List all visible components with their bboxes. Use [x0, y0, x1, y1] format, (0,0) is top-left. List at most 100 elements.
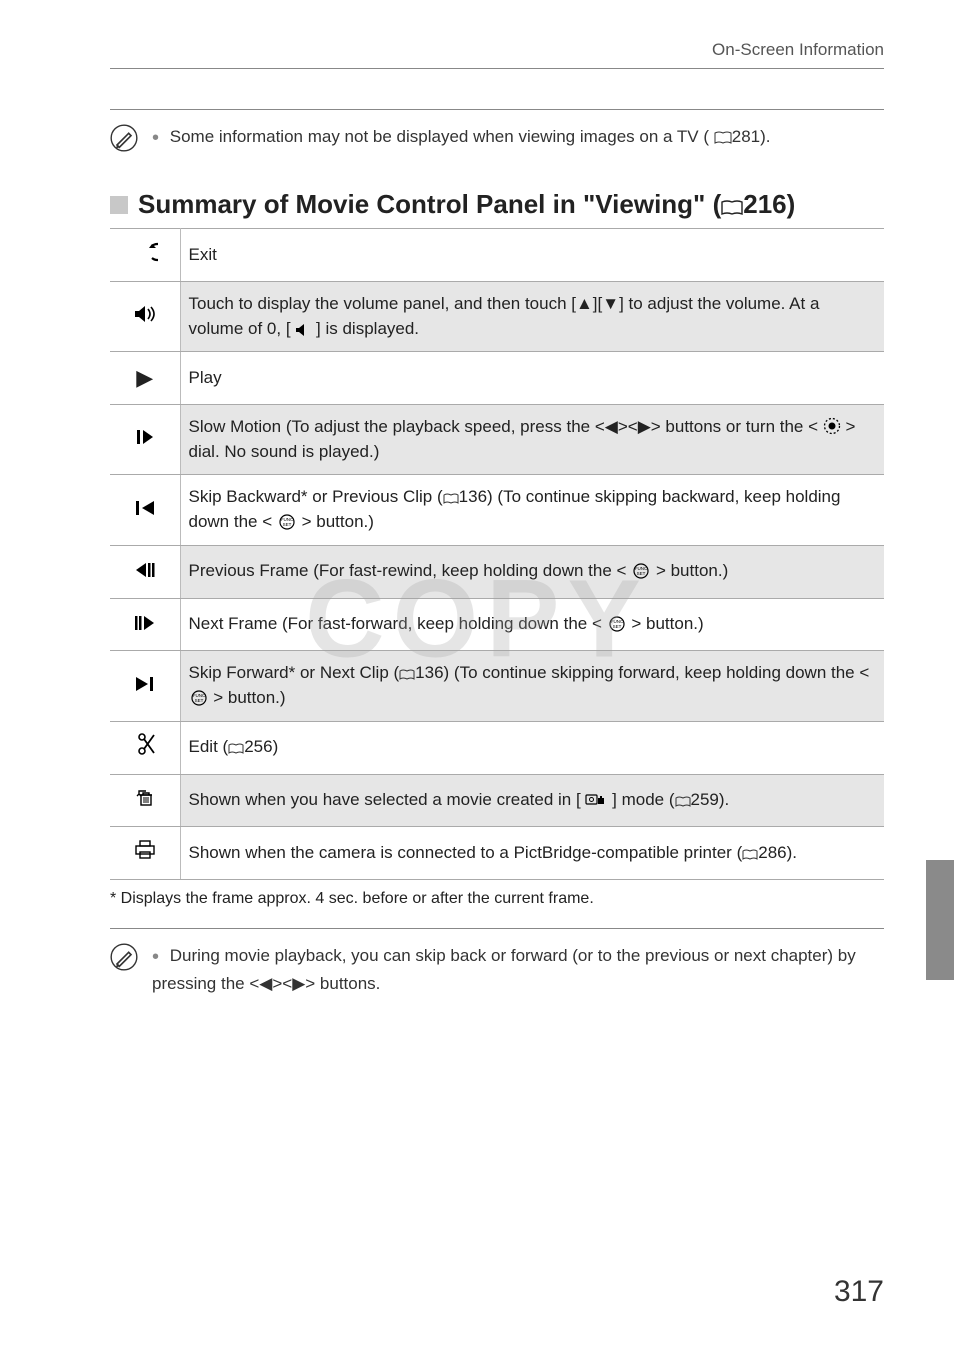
svg-text:SET: SET [194, 698, 203, 703]
volume-desc-b: ] is displayed. [316, 319, 419, 338]
top-note-a: Some information may not be displayed wh… [170, 127, 709, 146]
svg-text:SET: SET [612, 624, 621, 629]
prevf-b: > button.) [656, 561, 728, 580]
skip-forward-icon [110, 651, 180, 721]
prev-frame-icon [110, 545, 180, 598]
nextf-b: > button.) [631, 614, 703, 633]
play-desc: Play [180, 352, 884, 405]
skipf-a: Skip Forward* or Next Clip ( [189, 663, 400, 682]
edit-a: Edit ( [189, 737, 229, 756]
table-row: Shown when the camera is connected to a … [110, 827, 884, 880]
skip-forward-desc: Skip Forward* or Next Clip ( 136) (To con… [180, 651, 884, 721]
book-ref-icon [228, 743, 244, 755]
bottom-note: • During movie playback, you can skip ba… [110, 928, 884, 997]
control-panel-table: Exit Touch to display the volume panel, … [110, 228, 884, 880]
print-a: Shown when the camera is connected to a … [189, 843, 743, 862]
prev-frame-desc: Previous Frame (For fast-rewind, keep ho… [180, 545, 884, 598]
bullet-icon: • [152, 946, 159, 968]
func-set-icon: FUNCSET [189, 690, 209, 706]
table-row: Touch to display the volume panel, and t… [110, 281, 884, 351]
nextf-a: Next Frame (For fast-forward, keep holdi… [189, 614, 602, 633]
section-title-ref: 216 [743, 189, 786, 219]
table-row: Shown when you have selected a movie cre… [110, 774, 884, 827]
edit-b: ) [273, 737, 279, 756]
table-row: Next Frame (For fast-forward, keep holdi… [110, 598, 884, 651]
skipf-ref: 136 [415, 663, 443, 682]
book-ref-icon [742, 849, 758, 861]
section-square-icon [110, 196, 128, 214]
book-ref-icon [721, 200, 743, 216]
slow-motion-icon [110, 405, 180, 475]
exit-icon [110, 229, 180, 282]
section-heading: Summary of Movie Control Panel in "Viewi… [110, 189, 884, 220]
next-frame-icon [110, 598, 180, 651]
edit-ref: 256 [244, 737, 272, 756]
top-note-text: • Some information may not be displayed … [152, 124, 771, 153]
page: COPY On-Screen Information • Some inform… [0, 0, 954, 1345]
footnote: * Displays the frame approx. 4 sec. befo… [110, 890, 884, 908]
top-note: • Some information may not be displayed … [110, 109, 884, 153]
skipb-ref: 136 [459, 487, 487, 506]
section-title-a: Summary of Movie Control Panel in "Viewi… [138, 189, 721, 219]
mute-icon [295, 323, 311, 337]
func-set-icon: FUNCSET [631, 563, 651, 579]
edit-icon [110, 721, 180, 774]
pencil-icon [110, 124, 138, 152]
bullet-icon: • [152, 127, 159, 149]
next-frame-desc: Next Frame (For fast-forward, keep holdi… [180, 598, 884, 651]
section-title: Summary of Movie Control Panel in "Viewi… [138, 189, 795, 220]
prevf-a: Previous Frame (For fast-rewind, keep ho… [189, 561, 627, 580]
digest-c: ). [719, 790, 729, 809]
side-tab [926, 860, 954, 980]
top-note-ref: 281 [732, 127, 760, 146]
table-row: Exit [110, 229, 884, 282]
skipf-c: > button.) [213, 688, 285, 707]
digest-desc: Shown when you have selected a movie cre… [180, 774, 884, 827]
skip-backward-icon [110, 475, 180, 545]
skipf-b: ) (To continue skipping forward, keep ho… [444, 663, 870, 682]
volume-icon [110, 281, 180, 351]
book-ref-icon [714, 131, 732, 145]
book-ref-icon [443, 493, 459, 505]
func-set-icon: FUNCSET [277, 514, 297, 530]
edit-desc: Edit ( 256) [180, 721, 884, 774]
digest-mode-icon [585, 792, 607, 808]
book-ref-icon [399, 669, 415, 681]
skipb-a: Skip Backward* or Previous Clip ( [189, 487, 443, 506]
digest-a: Shown when you have selected a movie cre… [189, 790, 581, 809]
slow-motion-desc: Slow Motion (To adjust the playback spee… [180, 405, 884, 475]
print-desc: Shown when the camera is connected to a … [180, 827, 884, 880]
bottom-note-text: • During movie playback, you can skip ba… [152, 943, 884, 997]
header-title: On-Screen Information [110, 40, 884, 60]
page-number: 317 [834, 1275, 884, 1309]
table-row: Skip Backward* or Previous Clip (136) (T… [110, 475, 884, 545]
section-title-b: ) [787, 189, 796, 219]
header-rule [110, 68, 884, 69]
top-note-b: ). [760, 127, 770, 146]
bottom-note-content: During movie playback, you can skip back… [152, 946, 856, 993]
svg-text:SET: SET [283, 522, 292, 527]
play-icon: ▶ [110, 352, 180, 405]
slow-desc-a: Slow Motion (To adjust the playback spee… [189, 417, 819, 436]
func-set-icon: FUNCSET [607, 616, 627, 632]
print-b: ). [787, 843, 797, 862]
print-ref: 286 [758, 843, 786, 862]
pencil-icon [110, 943, 138, 971]
digest-b: ] mode ( [612, 790, 674, 809]
table-row: Skip Forward* or Next Clip ( 136) (To con… [110, 651, 884, 721]
skip-backward-desc: Skip Backward* or Previous Clip (136) (T… [180, 475, 884, 545]
control-dial-icon [823, 417, 841, 435]
table-row: Slow Motion (To adjust the playback spee… [110, 405, 884, 475]
exit-desc: Exit [180, 229, 884, 282]
digest-delete-icon [110, 774, 180, 827]
svg-text:SET: SET [637, 571, 646, 576]
table-row: Previous Frame (For fast-rewind, keep ho… [110, 545, 884, 598]
table-row: ▶ Play [110, 352, 884, 405]
print-icon [110, 827, 180, 880]
book-ref-icon [675, 796, 691, 808]
volume-desc: Touch to display the volume panel, and t… [180, 281, 884, 351]
digest-ref: 259 [691, 790, 719, 809]
volume-desc-a: Touch to display the volume panel, and t… [189, 294, 820, 338]
table-row: Edit ( 256) [110, 721, 884, 774]
skipb-c: > button.) [302, 512, 374, 531]
